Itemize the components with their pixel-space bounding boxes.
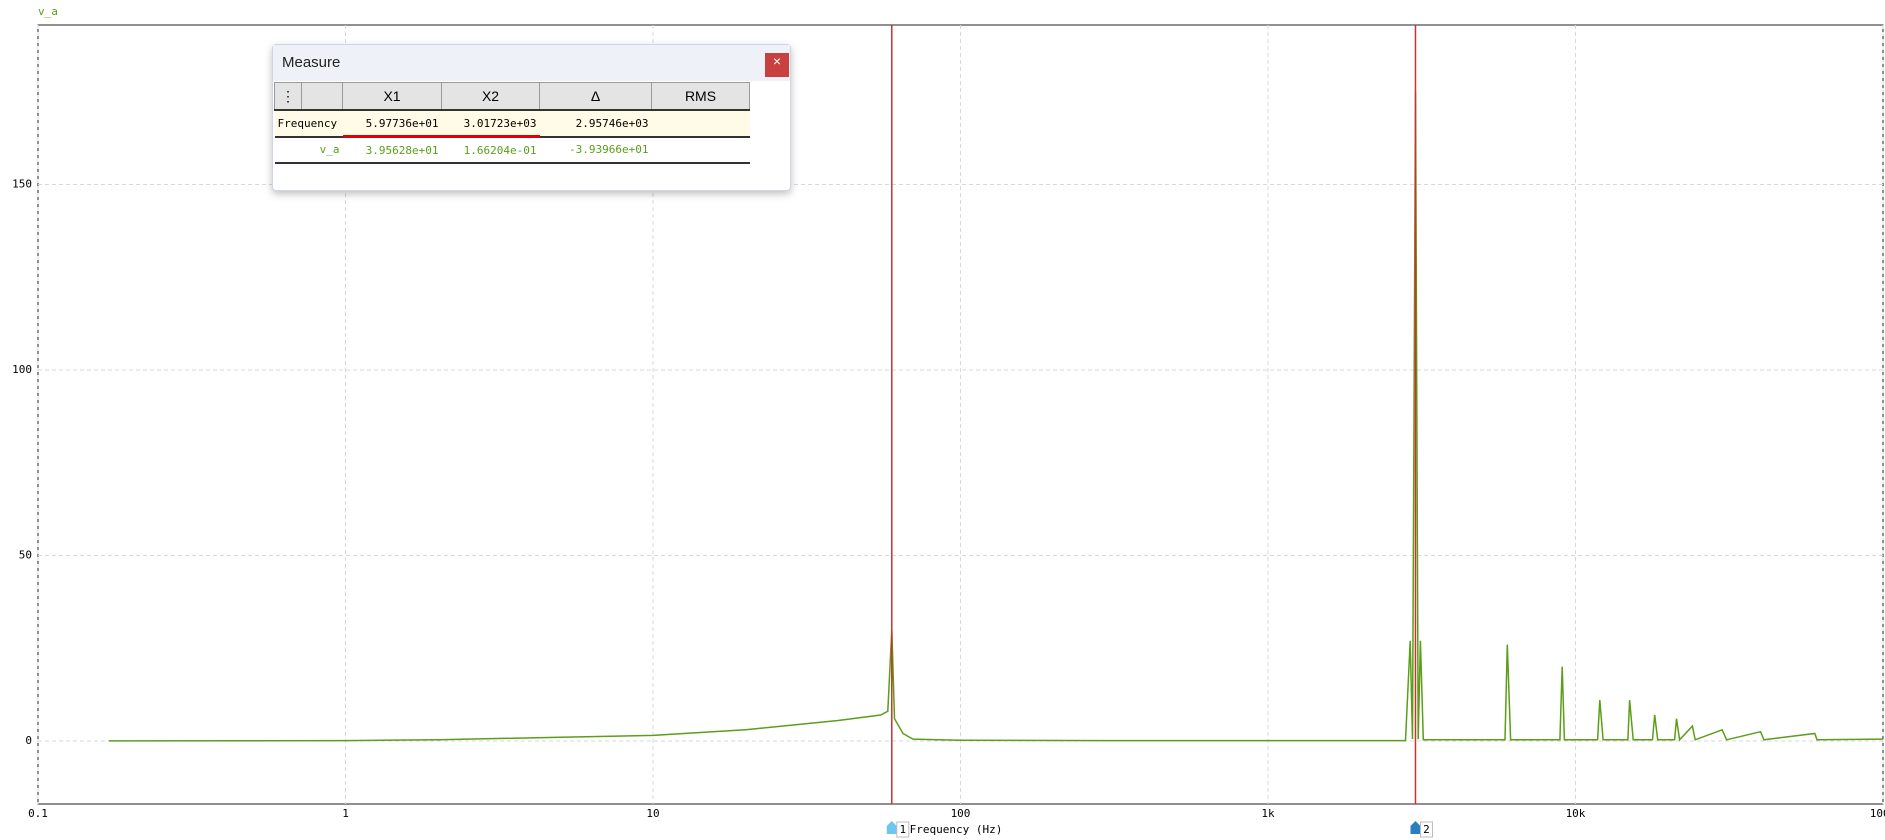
- cell-empty: [651, 109, 750, 138]
- cursor-handle: [886, 821, 897, 834]
- x-tick-label: 1: [342, 807, 349, 820]
- col-header: Δ: [539, 82, 652, 111]
- x-tick-label: 100k: [1870, 807, 1885, 820]
- cell: -3.93966e+01: [539, 136, 652, 164]
- row: v_a 3.95628e+01 1.66204e-01 -3.93966e+01: [274, 136, 750, 164]
- col-header: X1: [342, 82, 442, 111]
- x-tick-label: 0.1: [28, 807, 48, 820]
- x-tick-label: 1k: [1261, 807, 1275, 820]
- cell: 3.95628e+01: [342, 136, 442, 164]
- measure-window[interactable]: Measure × ⋮ X1 X2 Δ RMS Frequency 5.9773…: [272, 44, 791, 191]
- x-axis-label: Frequency (Hz): [910, 823, 1003, 836]
- col-header: RMS: [651, 82, 750, 111]
- x-tick-label: 100: [951, 807, 971, 820]
- y-tick-label: 0: [25, 734, 32, 747]
- col-header: X2: [441, 82, 540, 111]
- y-tick-label: 100: [12, 363, 32, 376]
- measure-header: Measure ×: [273, 45, 790, 81]
- row-label: Frequency: [274, 109, 343, 138]
- cursor-tag: [896, 821, 910, 838]
- menu-button[interactable]: ⋮: [274, 82, 302, 111]
- cursor-label: 1: [899, 823, 906, 836]
- cell-empty: [651, 136, 750, 164]
- y-tick-label: 50: [19, 548, 32, 561]
- close-button[interactable]: ×: [765, 53, 789, 77]
- cursor-label: 2: [1423, 823, 1430, 836]
- row-label: v_a: [274, 136, 343, 164]
- y-tick-label: 150: [12, 178, 32, 191]
- measure-table: ⋮ X1 X2 Δ RMS Frequency 5.97736e+01 3.01…: [274, 82, 750, 164]
- x-tick-label: 10k: [1566, 807, 1586, 820]
- header-row: ⋮ X1 X2 Δ RMS: [274, 82, 750, 111]
- cursor-tag: [1419, 821, 1433, 838]
- cell: 2.95746e+03: [539, 109, 652, 138]
- x-tick-label: 10: [646, 807, 659, 820]
- cursor-handle: [1410, 821, 1421, 834]
- cell: 5.97736e+01: [342, 109, 442, 138]
- data-line: [108, 91, 1884, 742]
- row: Frequency 5.97736e+01 3.01723e+03 2.9574…: [274, 109, 750, 138]
- cell: 3.01723e+03: [441, 109, 540, 138]
- cell: 1.66204e-01: [441, 136, 540, 164]
- measure-title: Measure: [282, 54, 341, 71]
- header-blank: [301, 82, 343, 111]
- trace-label: v_a: [38, 5, 58, 18]
